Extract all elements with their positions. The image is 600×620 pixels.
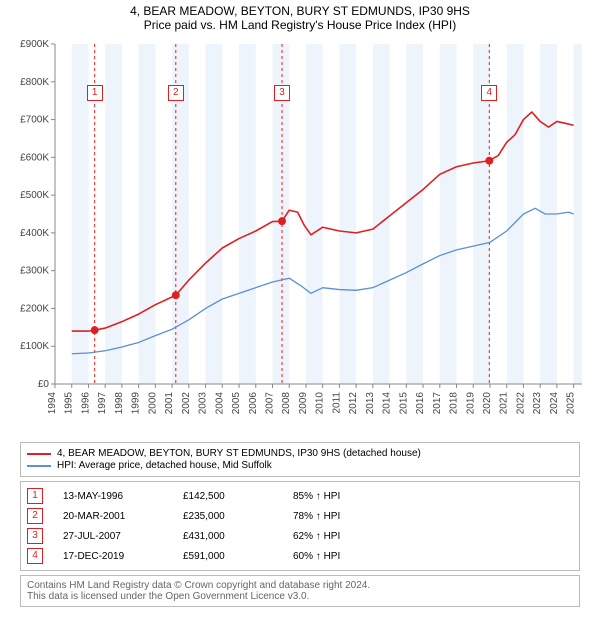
- svg-text:2022: 2022: [515, 392, 526, 415]
- svg-text:1998: 1998: [114, 392, 125, 415]
- legend-swatch: [27, 465, 51, 467]
- chart-titles: 4, BEAR MEADOW, BEYTON, BURY ST EDMUNDS,…: [0, 0, 600, 34]
- chart-area: £0 £100K £200K £300K £400K £500K £600K £700K £80…: [0, 34, 600, 434]
- legend-swatch: [27, 453, 51, 455]
- sale-number: 2: [27, 508, 43, 524]
- sale-date: 27-JUL-2007: [63, 531, 183, 542]
- svg-text:2010: 2010: [315, 392, 326, 415]
- sale-price: £431,000: [183, 531, 293, 542]
- legend-row: 4, BEAR MEADOW, BEYTON, BURY ST EDMUNDS,…: [27, 448, 573, 459]
- svg-text:2002: 2002: [181, 392, 192, 415]
- legend-label: 4, BEAR MEADOW, BEYTON, BURY ST EDMUNDS,…: [57, 448, 421, 459]
- svg-text:2018: 2018: [449, 392, 460, 415]
- sale-date: 20-MAR-2001: [63, 511, 183, 522]
- svg-text:£500K: £500K: [20, 190, 49, 201]
- sale-number: 3: [27, 528, 43, 544]
- sales-table: 1 13-MAY-1996£142,50085% ↑ HPI 2 20-MAR-200…: [20, 481, 580, 571]
- svg-text:1994: 1994: [47, 392, 58, 415]
- sales-row: 3 27-JUL-2007£431,00062% ↑ HPI: [27, 526, 573, 546]
- footer-box: Contains HM Land Registry data © Crown c…: [20, 575, 580, 607]
- sale-pct-vs-hpi: 60% ↑ HPI: [293, 551, 403, 562]
- svg-text:2017: 2017: [432, 392, 443, 415]
- svg-text:1997: 1997: [97, 392, 108, 415]
- svg-text:2013: 2013: [365, 392, 376, 415]
- svg-text:2014: 2014: [382, 392, 393, 415]
- svg-text:2020: 2020: [482, 392, 493, 415]
- svg-text:£800K: £800K: [20, 77, 49, 88]
- svg-text:2001: 2001: [164, 392, 175, 415]
- svg-text:2023: 2023: [532, 392, 543, 415]
- sale-marker-1: 1: [87, 85, 103, 101]
- svg-text:£0: £0: [38, 379, 50, 390]
- sales-row: 1 13-MAY-1996£142,50085% ↑ HPI: [27, 486, 573, 506]
- sale-pct-vs-hpi: 78% ↑ HPI: [293, 511, 403, 522]
- sale-number: 1: [27, 488, 43, 504]
- sale-marker-2: 2: [168, 85, 184, 101]
- footer-line-2: This data is licensed under the Open Gov…: [27, 591, 573, 602]
- svg-text:£300K: £300K: [20, 266, 49, 277]
- svg-text:2005: 2005: [231, 392, 242, 415]
- svg-text:£600K: £600K: [20, 152, 49, 163]
- sale-pct-vs-hpi: 62% ↑ HPI: [293, 531, 403, 542]
- legend-label: HPI: Average price, detached house, Mid …: [57, 460, 272, 471]
- sale-price: £142,500: [183, 491, 293, 502]
- svg-text:2015: 2015: [398, 392, 409, 415]
- sale-price: £235,000: [183, 511, 293, 522]
- sale-date: 13-MAY-1996: [63, 491, 183, 502]
- svg-text:1996: 1996: [80, 392, 91, 415]
- sale-marker-4: 4: [481, 85, 497, 101]
- svg-text:1995: 1995: [64, 392, 75, 415]
- svg-text:2003: 2003: [198, 392, 209, 415]
- svg-text:2009: 2009: [298, 392, 309, 415]
- svg-text:2024: 2024: [549, 392, 560, 415]
- svg-text:2000: 2000: [147, 392, 158, 415]
- legend-box: 4, BEAR MEADOW, BEYTON, BURY ST EDMUNDS,…: [20, 442, 580, 477]
- svg-text:1999: 1999: [131, 392, 142, 415]
- footer-line-1: Contains HM Land Registry data © Crown c…: [27, 580, 573, 591]
- sale-pct-vs-hpi: 85% ↑ HPI: [293, 491, 403, 502]
- svg-text:2004: 2004: [214, 392, 225, 415]
- svg-text:2021: 2021: [499, 392, 510, 415]
- sales-row: 4 17-DEC-2019£591,00060% ↑ HPI: [27, 546, 573, 566]
- title-line-2: Price paid vs. HM Land Registry's House …: [0, 18, 600, 32]
- svg-text:£100K: £100K: [20, 341, 49, 352]
- svg-text:2019: 2019: [465, 392, 476, 415]
- sale-number: 4: [27, 548, 43, 564]
- svg-text:£200K: £200K: [20, 303, 49, 314]
- svg-text:2007: 2007: [264, 392, 275, 415]
- svg-text:2025: 2025: [566, 392, 577, 415]
- sale-price: £591,000: [183, 551, 293, 562]
- svg-text:£900K: £900K: [20, 39, 49, 50]
- svg-text:2011: 2011: [331, 392, 342, 414]
- svg-text:2016: 2016: [415, 392, 426, 415]
- svg-text:2006: 2006: [248, 392, 259, 415]
- sale-date: 17-DEC-2019: [63, 551, 183, 562]
- svg-text:£700K: £700K: [20, 115, 49, 126]
- title-line-1: 4, BEAR MEADOW, BEYTON, BURY ST EDMUNDS,…: [0, 4, 600, 18]
- svg-text:£400K: £400K: [20, 228, 49, 239]
- svg-text:2012: 2012: [348, 392, 359, 415]
- legend-row: HPI: Average price, detached house, Mid …: [27, 460, 573, 471]
- svg-text:2008: 2008: [281, 392, 292, 415]
- sale-marker-3: 3: [274, 85, 290, 101]
- sales-row: 2 20-MAR-2001£235,00078% ↑ HPI: [27, 506, 573, 526]
